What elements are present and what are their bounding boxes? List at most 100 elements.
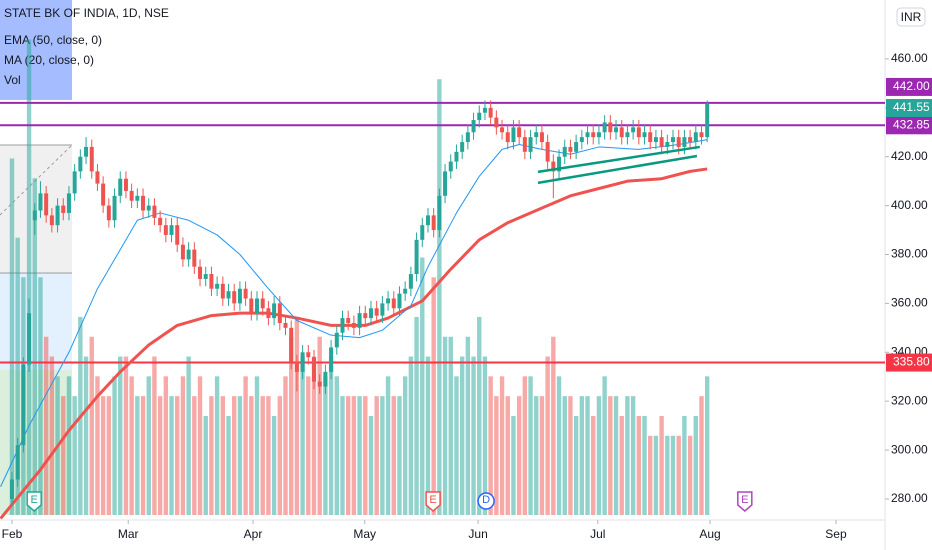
volume-bar: [9, 158, 15, 515]
candle-body: [220, 283, 225, 299]
candle-body: [61, 205, 66, 213]
currency-label[interactable]: INR: [901, 10, 922, 24]
candle-body: [408, 274, 413, 289]
event-marker: [737, 491, 753, 512]
volume-bar: [699, 396, 704, 515]
candle-body: [163, 225, 168, 235]
candle-body: [78, 156, 83, 172]
volume-bar: [528, 376, 533, 515]
trend-line: [537, 145, 700, 174]
volume-bar: [368, 415, 374, 515]
volume-bar: [169, 396, 174, 515]
candle-body: [175, 225, 180, 245]
volume-bar: [266, 396, 271, 515]
candle-body: [289, 327, 294, 363]
candle-body: [465, 132, 470, 143]
x-tick-label: Jul: [590, 527, 605, 541]
candle-body: [123, 178, 128, 191]
candle-body: [414, 239, 419, 275]
volume-bar: [66, 376, 72, 515]
volume-bar: [482, 356, 488, 515]
volume-bar: [95, 376, 100, 515]
candle-body: [249, 298, 254, 314]
candle-body: [494, 117, 499, 128]
volume-bar: [522, 376, 528, 515]
volume-bar: [471, 356, 476, 515]
volume-bar: [334, 376, 339, 515]
event-marker: [477, 492, 495, 510]
candle-body: [471, 120, 476, 133]
volume-bar: [465, 336, 471, 515]
candle-body: [659, 137, 664, 147]
candle-body: [511, 127, 516, 143]
legend-entry: EMA (50, close, 0): [4, 33, 102, 47]
candle-body: [329, 347, 334, 372]
candle-body: [403, 288, 408, 294]
candle-body: [522, 137, 527, 152]
candle-body: [425, 215, 430, 226]
candle-body: [500, 127, 505, 133]
event-marker: [425, 491, 441, 512]
price-label: 432.85: [893, 117, 930, 131]
candle-body: [44, 193, 49, 216]
volume-bar: [516, 396, 522, 515]
candle-body: [539, 132, 544, 143]
candle-body: [625, 132, 630, 138]
legend-entry: MA (20, close, 0): [4, 53, 94, 67]
candle-body: [351, 322, 356, 328]
volume-bar: [619, 415, 624, 515]
volume-bar: [209, 396, 214, 515]
candle-body: [545, 142, 550, 162]
volume-bar: [249, 396, 254, 515]
volume-bar: [203, 415, 208, 515]
volume-bar: [630, 396, 636, 515]
price-label-box: [886, 353, 932, 372]
volume-bar: [357, 396, 362, 515]
volume-bar: [192, 396, 197, 515]
volume-bar: [385, 376, 391, 515]
volume-bar: [425, 356, 431, 515]
candle-body: [528, 137, 533, 152]
volume-bar: [380, 396, 385, 515]
candle-body: [648, 132, 653, 143]
candle-body: [693, 132, 698, 143]
candle-body: [705, 104, 710, 138]
volume-bar: [556, 376, 562, 515]
volume-bar: [226, 415, 231, 515]
currency-box[interactable]: [896, 7, 926, 27]
candle-body: [665, 142, 670, 147]
candle-body: [653, 137, 658, 143]
volume-bar: [311, 356, 317, 515]
candle-body: [477, 112, 482, 121]
volume-bar: [72, 396, 77, 515]
y-tick-label: 460.00: [891, 51, 928, 65]
volume-bar: [243, 376, 248, 515]
candle-body: [101, 183, 106, 206]
volume-bar: [237, 396, 243, 515]
volume-bar: [157, 396, 163, 515]
volume-bar: [328, 356, 334, 515]
candle-body: [631, 127, 636, 133]
volume-bar: [351, 396, 357, 515]
volume-bar: [648, 435, 653, 515]
volume-bar: [414, 316, 419, 515]
candle-body: [568, 146, 573, 152]
volume-bar: [123, 356, 129, 515]
candle-body: [334, 332, 339, 348]
candle-body: [591, 132, 596, 138]
candle-body: [357, 313, 362, 328]
volume-bar: [397, 396, 402, 515]
candle-body: [579, 137, 584, 143]
indicator-line: [0, 139, 708, 487]
volume-bar: [129, 376, 134, 515]
volume-bar: [271, 415, 277, 515]
candle-body: [614, 127, 619, 133]
volume-bar: [323, 376, 328, 515]
volume-bar: [420, 257, 425, 515]
volume-bar: [118, 356, 123, 515]
overlay-box: [0, 0, 72, 100]
volume-bar: [551, 336, 556, 515]
volume-bar: [705, 376, 710, 515]
candle-body: [551, 161, 556, 172]
